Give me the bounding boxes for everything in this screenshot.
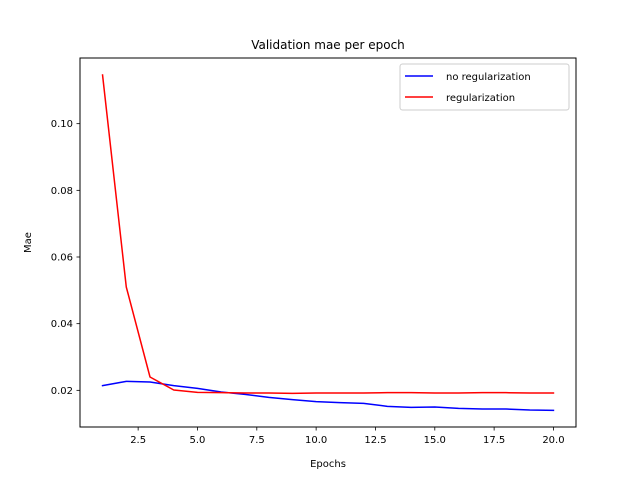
y-axis-label: Mae	[23, 232, 34, 253]
series-line-0	[101, 380, 555, 412]
x-tick-label: 10.0	[305, 435, 327, 446]
y-axis: 0.02 0.04 0.06 0.08 0.10	[51, 119, 80, 397]
x-tick-label: 2.5	[130, 435, 146, 446]
x-axis-label: Epochs	[310, 459, 346, 470]
legend-label-0: no regularization	[446, 72, 531, 83]
y-tick-label: 0.06	[51, 253, 73, 264]
x-tick-label: 20.0	[542, 435, 564, 446]
axes-frame	[79, 57, 577, 428]
legend-label-1: regularization	[446, 93, 515, 104]
x-tick-label: 5.0	[190, 435, 206, 446]
series-line-1	[101, 74, 555, 395]
x-tick-label: 7.5	[249, 435, 265, 446]
y-tick-label: 0.04	[51, 319, 73, 330]
x-tick-label: 12.5	[364, 435, 386, 446]
x-tick-label: 15.0	[424, 435, 446, 446]
y-tick-label: 0.08	[51, 186, 73, 197]
plot-area	[101, 74, 555, 412]
x-axis: 2.5 5.0 7.5 10.0 12.5 15.0 17.5 20.0	[130, 427, 565, 446]
legend-box	[399, 63, 570, 111]
legend: no regularization regularization	[399, 63, 570, 111]
chart-title: Validation mae per epoch	[251, 38, 405, 52]
x-tick-label: 17.5	[483, 435, 505, 446]
y-tick-label: 0.02	[51, 386, 73, 397]
y-tick-label: 0.10	[51, 119, 73, 130]
